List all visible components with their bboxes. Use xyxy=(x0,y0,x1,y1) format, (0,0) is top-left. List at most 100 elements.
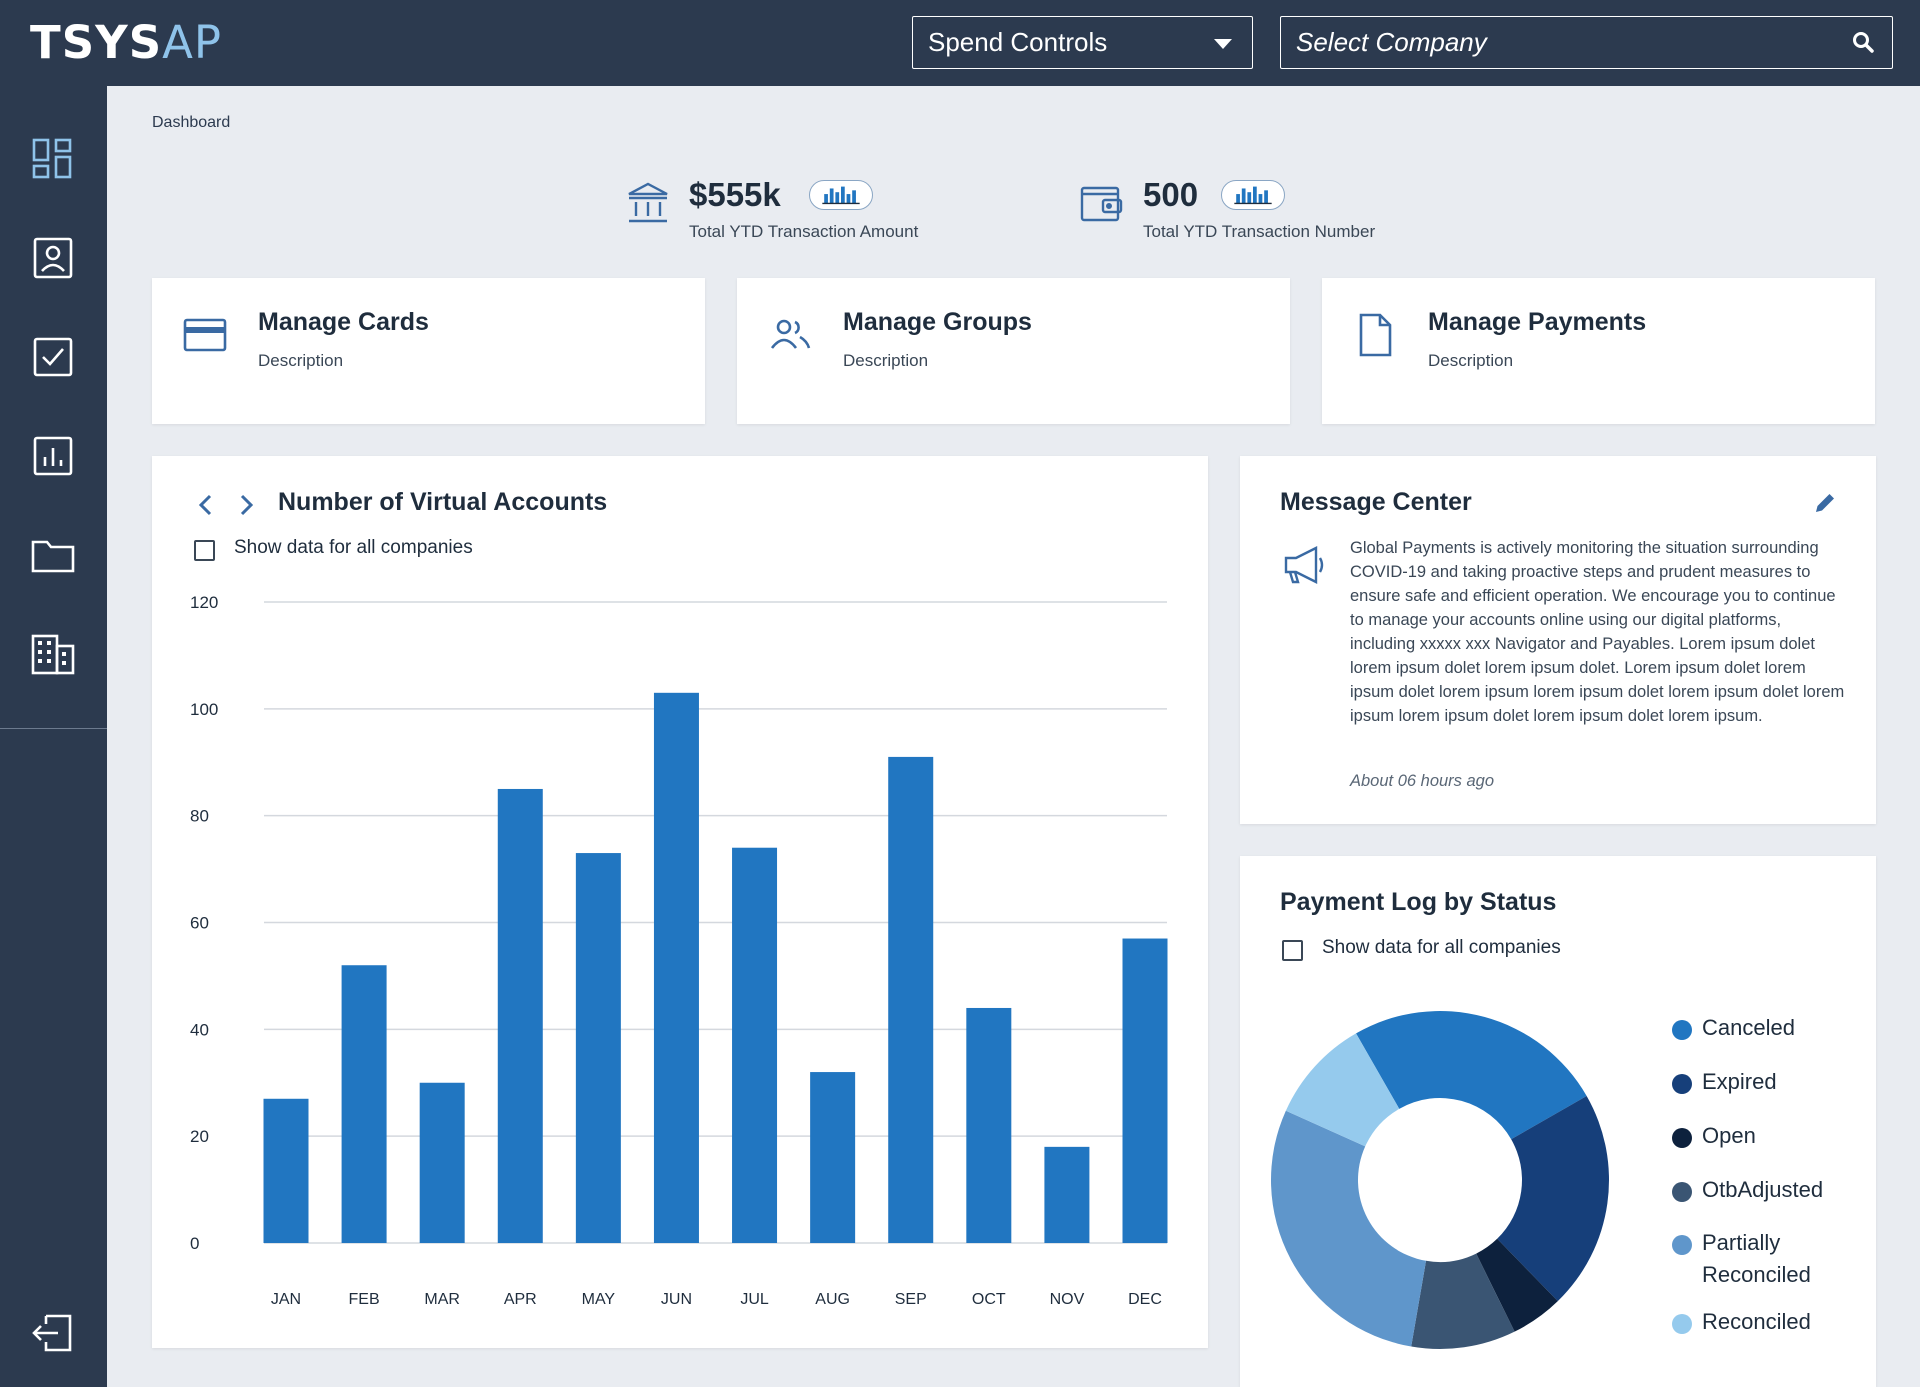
folder-icon[interactable] xyxy=(30,532,76,578)
card-title: Manage Cards xyxy=(258,308,429,336)
bank-icon xyxy=(628,182,668,223)
donut-slice[interactable] xyxy=(1497,1096,1609,1302)
legend-label: Canceled xyxy=(1702,1015,1795,1040)
manage-groups-card[interactable]: Manage Groups Description xyxy=(737,278,1290,424)
logo-light: AP xyxy=(162,16,223,69)
app-logo[interactable]: TSYSAP xyxy=(30,18,222,68)
bar[interactable] xyxy=(653,692,699,1243)
legend-label: Reconciled xyxy=(1702,1309,1811,1334)
company-placeholder: Select Company xyxy=(1296,27,1487,57)
pencil-icon[interactable] xyxy=(1812,490,1838,516)
legend-label: Expired xyxy=(1702,1069,1777,1094)
logout-icon[interactable] xyxy=(30,1310,76,1356)
y-tick-label: 80 xyxy=(190,807,209,826)
bar[interactable] xyxy=(888,756,934,1243)
donut-slice[interactable] xyxy=(1476,1238,1558,1332)
chart-title: Number of Virtual Accounts xyxy=(278,488,608,516)
chevron-right-icon[interactable] xyxy=(232,490,260,520)
virtual-accounts-card: Number of Virtual Accounts Show data for… xyxy=(152,456,1208,1348)
legend-dot xyxy=(1672,1235,1692,1255)
report-chart-icon[interactable] xyxy=(30,433,76,479)
donut-slice[interactable] xyxy=(1356,1011,1587,1140)
x-tick-label: JUL xyxy=(740,1291,769,1308)
card-description: Description xyxy=(258,351,344,370)
legend-label: OtbAdjusted xyxy=(1702,1177,1824,1202)
kpi-value: 500 xyxy=(1143,176,1199,213)
bar[interactable] xyxy=(341,965,387,1243)
bar[interactable] xyxy=(575,853,621,1243)
building-icon[interactable] xyxy=(30,631,76,677)
sidebar xyxy=(0,86,107,1387)
message-timestamp: About 06 hours ago xyxy=(1350,772,1495,790)
bar[interactable] xyxy=(419,1082,465,1243)
bar[interactable] xyxy=(810,1072,856,1243)
donut-slice[interactable] xyxy=(1271,1110,1427,1347)
legend-dot xyxy=(1672,1074,1692,1094)
checkbox-label: Show data for all companies xyxy=(1322,937,1561,958)
y-tick-label: 20 xyxy=(190,1127,209,1146)
message-body: Global Payments is actively monitoring t… xyxy=(1350,539,1845,725)
breadcrumb[interactable]: Dashboard xyxy=(152,114,231,131)
company-search-input[interactable]: Select Company xyxy=(1280,16,1893,69)
message-center-card: Message Center Global Payments is active… xyxy=(1240,456,1876,824)
chevron-left-icon[interactable] xyxy=(192,490,220,520)
message-center-title: Message Center xyxy=(1280,488,1472,516)
x-tick-label: MAR xyxy=(424,1291,460,1308)
donut-slice[interactable] xyxy=(1285,1033,1400,1147)
spend-controls-dropdown[interactable]: Spend Controls xyxy=(912,16,1253,69)
wallet-icon xyxy=(1080,186,1123,222)
manage-payments-card[interactable]: Manage Payments Description xyxy=(1322,278,1875,424)
bar-chart-icon[interactable] xyxy=(1221,180,1285,210)
kpi-label: Total YTD Transaction Amount xyxy=(689,222,919,241)
x-tick-label: MAY xyxy=(582,1291,616,1308)
y-tick-label: 40 xyxy=(190,1020,209,1039)
document-icon xyxy=(1359,313,1392,357)
y-tick-label: 60 xyxy=(190,914,209,933)
spend-controls-label: Spend Controls xyxy=(928,27,1108,57)
x-tick-label: DEC xyxy=(1128,1291,1162,1308)
bar[interactable] xyxy=(263,1098,309,1243)
kpi-label: Total YTD Transaction Number xyxy=(1143,222,1376,241)
bar-chart-icon[interactable] xyxy=(809,180,873,210)
kpi-value: $555k xyxy=(689,176,781,213)
x-tick-label: FEB xyxy=(349,1291,380,1308)
bar[interactable] xyxy=(1122,938,1168,1243)
donut-chart xyxy=(1271,1011,1609,1349)
x-tick-label: JAN xyxy=(271,1291,301,1308)
sidebar-divider xyxy=(0,728,107,729)
x-tick-label: OCT xyxy=(972,1291,1006,1308)
card-title: Manage Groups xyxy=(843,308,1032,336)
x-tick-label: JUN xyxy=(661,1291,692,1308)
bar[interactable] xyxy=(497,788,543,1243)
y-tick-label: 100 xyxy=(190,700,218,719)
all-companies-checkbox[interactable] xyxy=(194,540,215,561)
search-icon[interactable] xyxy=(1852,31,1874,53)
legend-dot xyxy=(1672,1314,1692,1334)
payment-log-title: Payment Log by Status xyxy=(1280,888,1557,916)
legend-dot xyxy=(1672,1182,1692,1202)
credit-card-icon xyxy=(183,318,227,352)
dashboard-icon[interactable] xyxy=(30,136,76,182)
megaphone-icon xyxy=(1284,546,1324,584)
all-companies-checkbox[interactable] xyxy=(1282,940,1303,961)
donut-slice[interactable] xyxy=(1411,1253,1515,1349)
bar-chart: 0 20 40 60 80 100 120 JAN FEB MAR APR MAY JUN JUL AUG S… xyxy=(190,593,1168,1308)
bar[interactable] xyxy=(1044,1146,1090,1243)
bar[interactable] xyxy=(966,1007,1012,1243)
checkbox-icon[interactable] xyxy=(30,334,76,380)
legend-label: Partially Reconciled xyxy=(1702,1230,1811,1287)
top-bar: TSYSAP Spend Controls Select Company xyxy=(0,0,1920,86)
checkbox-label: Show data for all companies xyxy=(234,537,473,558)
y-tick-label: 120 xyxy=(190,593,218,612)
logo-bold: TSYS xyxy=(30,16,163,69)
chevron-down-icon xyxy=(1214,39,1232,49)
contact-card-icon[interactable] xyxy=(30,235,76,281)
manage-cards-card[interactable]: Manage Cards Description xyxy=(152,278,705,424)
payment-log-card: Payment Log by Status Show data for all … xyxy=(1240,856,1876,1387)
x-tick-label: APR xyxy=(504,1291,537,1308)
legend-dot xyxy=(1672,1020,1692,1040)
card-description: Description xyxy=(1428,351,1514,370)
x-tick-label: NOV xyxy=(1050,1291,1085,1308)
bar[interactable] xyxy=(732,847,778,1243)
legend-label: Open xyxy=(1702,1123,1756,1148)
